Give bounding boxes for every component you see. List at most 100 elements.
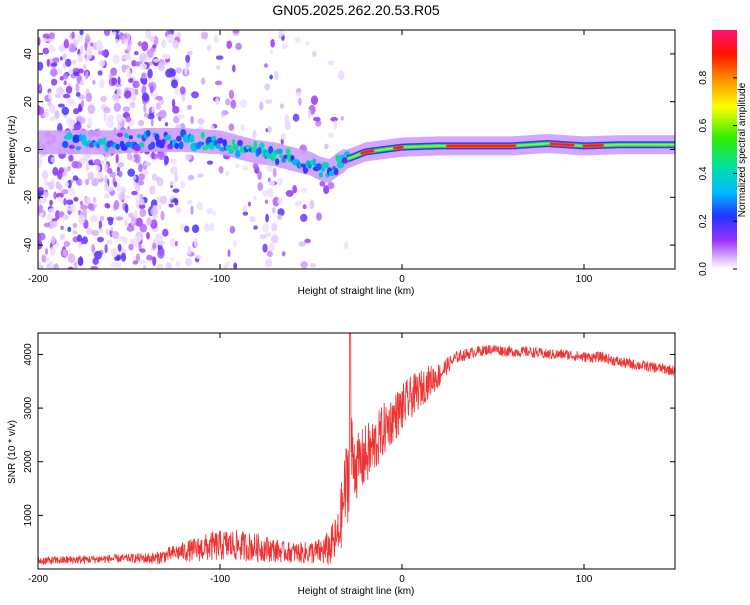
noise-speckle	[210, 125, 214, 129]
noise-speckle	[64, 80, 67, 85]
noise-speckle	[264, 84, 270, 91]
noise-speckle	[64, 182, 69, 188]
noise-speckle	[213, 211, 217, 216]
noise-speckle	[159, 110, 167, 119]
ridge-blob	[76, 146, 82, 150]
noise-speckle	[144, 112, 149, 118]
colorbar	[712, 30, 737, 269]
noise-speckle	[267, 166, 274, 172]
noise-speckle	[143, 104, 146, 113]
noise-speckle	[52, 221, 57, 228]
noise-speckle	[265, 99, 273, 104]
noise-speckle	[85, 197, 91, 205]
snr-frame	[38, 333, 675, 569]
noise-speckle	[91, 216, 96, 222]
noise-speckle	[138, 173, 145, 180]
noise-speckle	[122, 190, 126, 199]
noise-speckle	[114, 103, 121, 112]
ridge-blob	[321, 162, 328, 169]
ridge-blob	[174, 143, 179, 149]
noise-speckle	[38, 83, 41, 91]
noise-speckle	[162, 54, 169, 58]
ridge-blob	[129, 135, 133, 139]
noise-speckle	[327, 182, 334, 189]
noise-speckle	[128, 244, 133, 251]
noise-speckle	[68, 155, 73, 162]
noise-speckle	[61, 189, 69, 194]
spectrogram-xlabel: Height of straight line (km)	[298, 286, 415, 297]
noise-speckle	[98, 60, 105, 67]
noise-speckle	[134, 239, 139, 248]
noise-speckle	[78, 53, 83, 63]
noise-speckle	[83, 64, 87, 69]
noise-speckle	[243, 165, 249, 171]
noise-speckle	[162, 229, 168, 237]
noise-speckle	[152, 257, 156, 266]
noise-speckle	[56, 181, 60, 189]
snr-plot	[38, 333, 675, 565]
noise-speckle	[85, 35, 91, 43]
noise-speckle	[83, 153, 89, 162]
noise-speckle	[49, 200, 53, 206]
noise-speckle	[267, 126, 272, 133]
noise-speckle	[139, 63, 147, 70]
noise-speckle	[87, 46, 93, 51]
noise-speckle	[165, 69, 172, 78]
noise-speckle	[76, 92, 81, 97]
noise-speckle	[185, 258, 192, 266]
noise-speckle	[127, 225, 135, 231]
ridge-blob	[69, 145, 75, 149]
noise-speckle	[73, 197, 78, 202]
noise-speckle	[344, 241, 349, 249]
x-tick-label: -200	[28, 574, 48, 585]
ridge-blob	[216, 143, 221, 149]
noise-speckle	[116, 154, 119, 163]
noise-speckle	[214, 35, 219, 43]
noise-speckle	[108, 219, 113, 226]
noise-speckle	[116, 114, 124, 122]
noise-speckle	[151, 207, 158, 216]
noise-speckle	[230, 99, 236, 108]
noise-speckle	[232, 64, 236, 72]
noise-speckle	[53, 58, 59, 63]
noise-speckle	[88, 118, 93, 127]
noise-speckle	[292, 185, 297, 193]
noise-speckle	[149, 36, 155, 41]
noise-speckle	[53, 263, 59, 273]
colorbar-tick-label: 0.2	[698, 214, 709, 228]
noise-speckle	[328, 60, 334, 65]
noise-speckle	[152, 243, 156, 250]
noise-speckle	[39, 212, 43, 217]
noise-speckle	[103, 107, 110, 113]
noise-speckle	[127, 70, 131, 79]
noise-speckle	[111, 248, 118, 258]
ridge-blob	[179, 141, 184, 149]
noise-speckle	[68, 188, 76, 196]
noise-speckle	[121, 253, 126, 262]
noise-speckle	[147, 49, 154, 58]
noise-speckle	[207, 45, 212, 52]
noise-speckle	[243, 212, 248, 216]
noise-speckle	[204, 223, 211, 232]
ridge-blob	[67, 132, 73, 140]
noise-speckle	[190, 116, 194, 124]
noise-speckle	[197, 173, 204, 177]
noise-speckle	[240, 124, 244, 131]
noise-speckle	[168, 203, 173, 207]
noise-speckle	[94, 251, 102, 260]
ridge-blob	[146, 130, 151, 137]
noise-speckle	[252, 130, 256, 139]
noise-speckle	[264, 63, 268, 67]
noise-speckle	[44, 223, 51, 228]
noise-speckle	[248, 202, 251, 207]
noise-speckle	[60, 56, 63, 60]
noise-speckle	[115, 39, 119, 44]
noise-speckle	[146, 217, 151, 225]
noise-speckle	[78, 116, 82, 121]
noise-speckle	[267, 251, 273, 258]
noise-speckle	[298, 242, 306, 247]
noise-speckle	[152, 44, 156, 48]
noise-speckle	[63, 94, 70, 99]
noise-speckle	[187, 246, 191, 256]
noise-speckle	[173, 188, 180, 192]
